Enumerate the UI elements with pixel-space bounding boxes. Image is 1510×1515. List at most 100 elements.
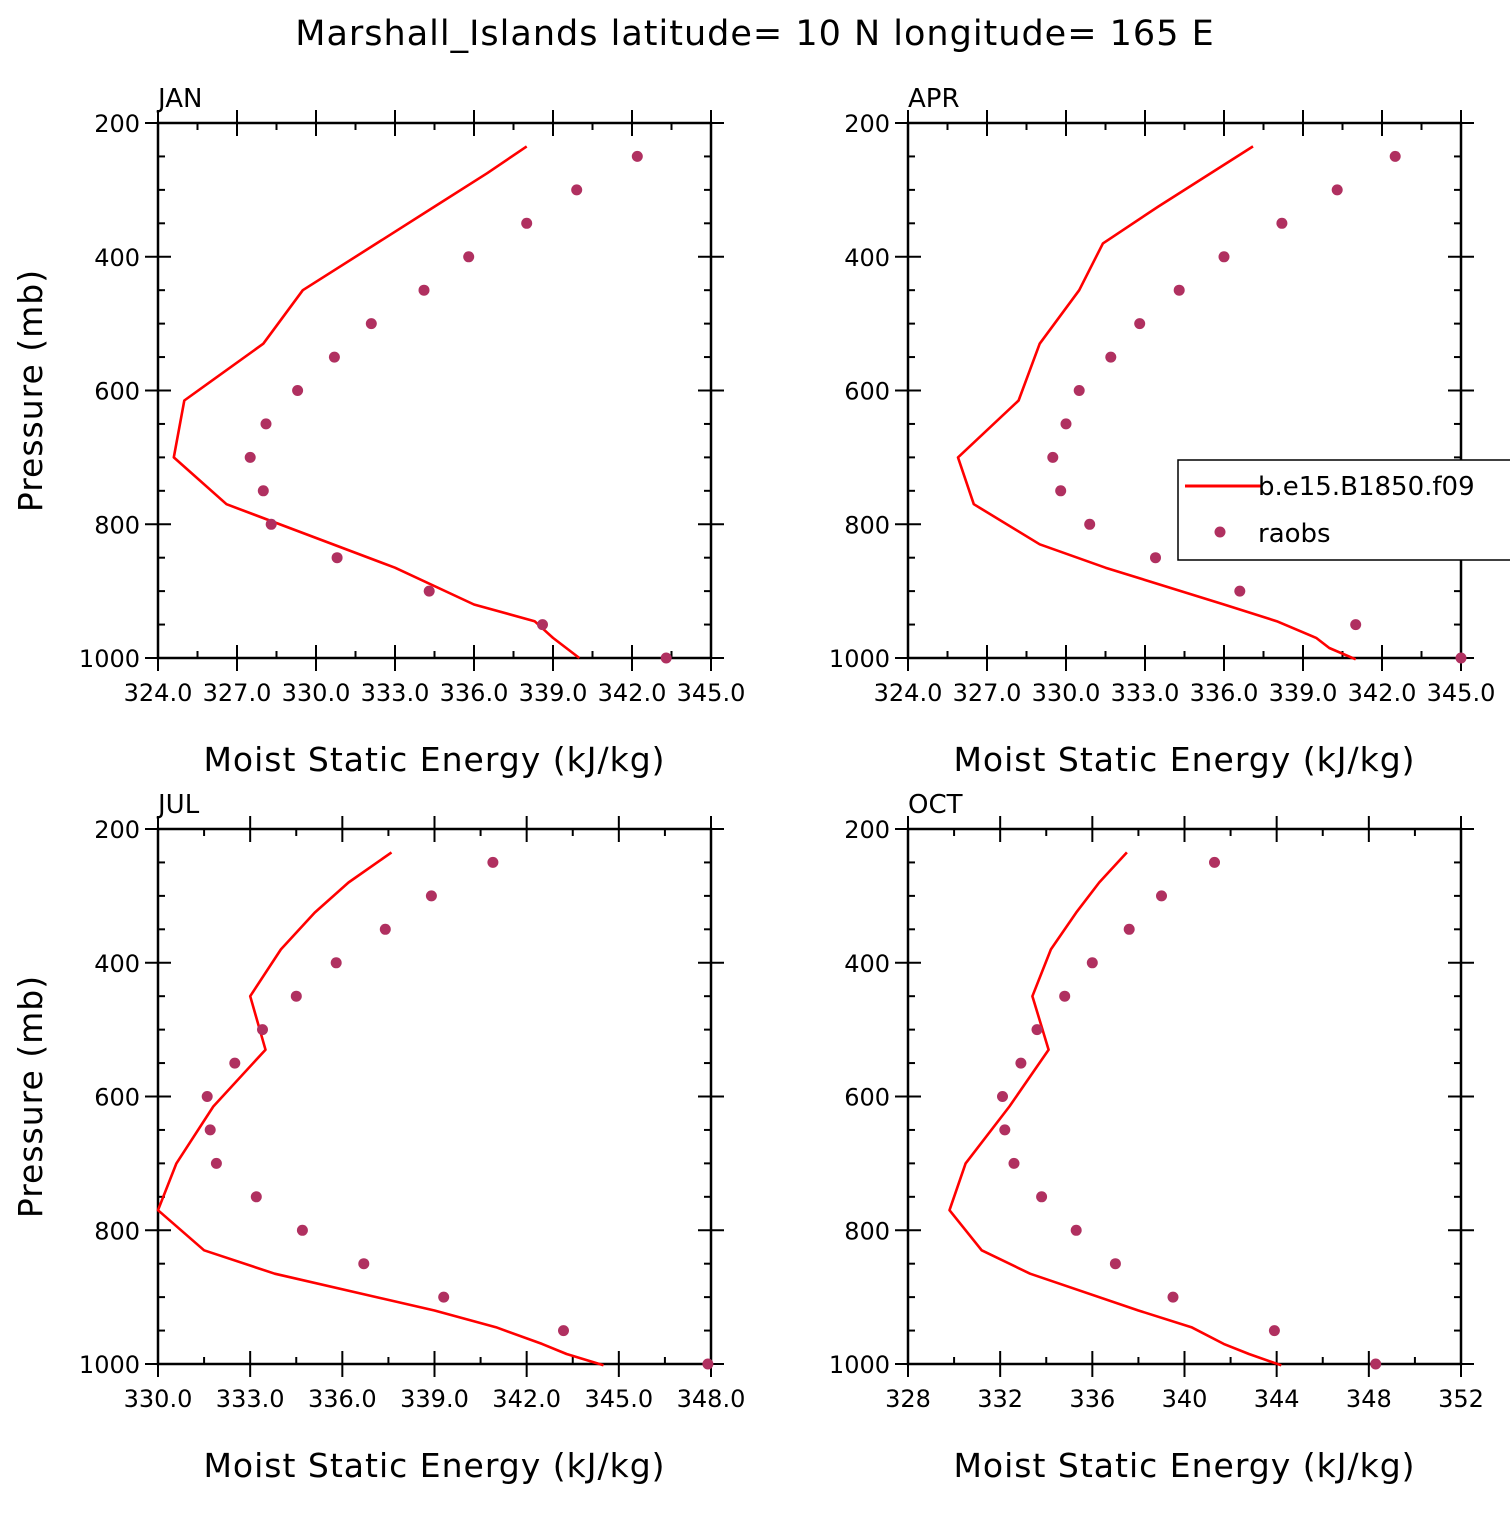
x-tick-label: 344 <box>1254 1385 1300 1413</box>
raobs-point <box>330 957 342 969</box>
x-tick-label: 342.0 <box>598 679 667 707</box>
raobs-point <box>331 552 343 564</box>
raobs-point <box>537 619 548 631</box>
raobs-point <box>571 184 583 196</box>
y-tick-label: 400 <box>94 244 140 272</box>
x-tick-label: 348.0 <box>677 1385 746 1413</box>
raobs-point <box>1015 1057 1027 1069</box>
x-axis-label: Moist Static Energy (kJ/kg) <box>203 740 665 779</box>
y-tick-label: 800 <box>94 511 140 539</box>
raobs-point <box>438 1291 450 1303</box>
raobs-point <box>358 1258 370 1270</box>
panel-jul: JUL 200 400 600 800 1000 330.0 333.0 336.0 339.0 3… <box>11 790 745 1485</box>
panel-label: JAN <box>156 84 202 114</box>
x-tick-label: 327.0 <box>953 679 1022 707</box>
raobs-point <box>1070 1224 1082 1236</box>
panels-group: JAN 200 400 600 800 1000 324.0 327.0 330.0 333.0 3… <box>11 84 1495 1485</box>
model-line <box>956 145 1357 661</box>
x-tick-label: 324.0 <box>874 679 943 707</box>
y-tick-label: 600 <box>844 1084 890 1112</box>
raobs-point <box>1109 1258 1121 1270</box>
y-tick-label: 1000 <box>79 1351 140 1379</box>
raobs-point <box>260 418 272 430</box>
x-tick-label: 332 <box>977 1385 1023 1413</box>
x-axis-label: Moist Static Energy (kJ/kg) <box>953 1446 1415 1485</box>
raobs-point <box>1055 485 1067 497</box>
raobs-point <box>328 351 340 363</box>
panel-apr: APR 200 400 600 800 1000 324.0 327.0 330.0 333.0 3… <box>829 84 1495 779</box>
legend: b.e15.B1850.f09 raobs <box>1177 459 1510 561</box>
raobs-point <box>1167 1291 1179 1303</box>
x-tick-label: 333.0 <box>216 1385 285 1413</box>
y-axis-label: Pressure (mb) <box>11 269 50 512</box>
x-axis-label: Moist Static Energy (kJ/kg) <box>203 1446 665 1485</box>
panel-oct: OCT 200 400 600 800 1000 328 332 336 340 344 348 352… <box>829 790 1484 1485</box>
raobs-point <box>210 1157 222 1169</box>
raobs-point <box>1036 1191 1048 1203</box>
panel-label: JUL <box>156 790 200 820</box>
raobs-point <box>631 150 643 162</box>
y-tick-label: 200 <box>844 110 890 138</box>
x-axis-label: Moist Static Energy (kJ/kg) <box>953 740 1415 779</box>
y-tick-label: 800 <box>844 511 890 539</box>
raobs-point <box>1276 217 1288 229</box>
legend-box <box>1177 459 1510 561</box>
raobs-point <box>1059 990 1071 1002</box>
x-tick-label: 327.0 <box>203 679 272 707</box>
y-tick-label: 800 <box>844 1217 890 1245</box>
y-tick-label: 400 <box>844 244 890 272</box>
figure-title: Marshall_Islands latitude= 10 N longitud… <box>295 14 1214 54</box>
raobs-point <box>1331 184 1343 196</box>
legend-obs-label: raobs <box>1258 519 1331 549</box>
x-tick-label: 339.0 <box>1269 679 1338 707</box>
raobs-point <box>1150 552 1161 564</box>
legend-obs-swatch <box>1214 526 1226 538</box>
raobs-point <box>292 385 304 396</box>
panel-label: APR <box>908 84 960 114</box>
raobs-point <box>1047 451 1059 463</box>
raobs-point <box>265 518 277 530</box>
y-tick-label: 400 <box>94 950 140 978</box>
raobs-point <box>204 1124 216 1136</box>
y-tick-label: 600 <box>94 378 140 406</box>
y-tick-label: 1000 <box>829 1351 890 1379</box>
raobs-point <box>296 1224 308 1236</box>
model-line <box>948 851 1282 1367</box>
raobs-point <box>365 318 377 330</box>
raobs-point <box>1084 518 1096 530</box>
raobs-point <box>244 451 256 463</box>
raobs-point <box>229 1057 241 1069</box>
x-tick-label: 345.0 <box>1427 679 1496 707</box>
raobs-point <box>257 485 269 497</box>
raobs-point <box>1389 150 1401 162</box>
x-tick-label: 352 <box>1438 1385 1484 1413</box>
y-tick-label: 200 <box>94 816 140 844</box>
raobs-point <box>290 990 302 1002</box>
raobs-point <box>487 856 499 868</box>
raobs-point <box>257 1024 268 1036</box>
raobs-point <box>1156 890 1167 902</box>
raobs-point <box>463 251 475 263</box>
raobs-point <box>1268 1325 1280 1337</box>
raobs-point <box>1073 385 1085 396</box>
raobs-point <box>1031 1024 1043 1036</box>
raobs-point <box>1134 318 1146 330</box>
y-tick-label: 200 <box>94 110 140 138</box>
raobs-point <box>418 284 430 296</box>
x-tick-label: 330.0 <box>282 679 351 707</box>
x-tick-label: 330.0 <box>124 1385 193 1413</box>
x-tick-label: 336.0 <box>1190 679 1259 707</box>
panel-jan: JAN 200 400 600 800 1000 324.0 327.0 330.0 333.0 3… <box>11 84 745 779</box>
raobs-point <box>1060 418 1072 430</box>
raobs-point <box>1234 585 1246 597</box>
x-tick-label: 339.0 <box>400 1385 469 1413</box>
x-tick-label: 339.0 <box>519 679 588 707</box>
x-tick-label: 342.0 <box>1348 679 1417 707</box>
x-tick-label: 345.0 <box>677 679 746 707</box>
raobs-point <box>521 217 533 229</box>
raobs-point <box>1370 1358 1382 1370</box>
raobs-point <box>1123 923 1135 935</box>
raobs-point <box>379 923 391 935</box>
raobs-point <box>1218 251 1230 263</box>
